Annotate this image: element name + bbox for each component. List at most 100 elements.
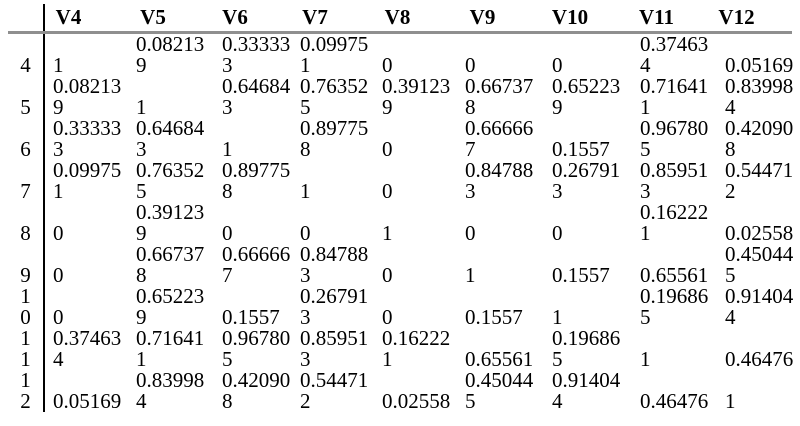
cell-line [136,76,214,97]
column-header-v6: V6 [214,4,292,34]
cell-line [552,34,632,55]
cell-line: 8 [222,178,233,203]
table-cell: 1 [292,160,374,202]
table-cell: 1 [717,370,792,412]
cell-line: 9 [53,94,64,119]
cell-line: 0.05169 [53,388,122,413]
cell-line [640,328,717,349]
cell-line: 6 [20,136,31,161]
cell-line: 0.1557 [552,262,610,287]
cell-line: 3 [465,178,476,203]
cell-line [382,34,457,55]
table-cell: 0.83998 4 [128,367,214,412]
cell-line [222,118,292,139]
table-cell: 0.33333 3 [43,115,128,160]
table-cell: 0.66666 7 [214,243,292,287]
table-cell: 0.64684 3 [128,115,214,160]
cell-line: 5 [465,388,476,413]
cell-line [552,202,632,223]
table-cell: 1 [128,76,214,118]
column-header-v10: V10 [544,4,632,34]
table-cell: 0.76352 5 [292,75,374,118]
cell-line [465,328,544,349]
cell-line [300,160,374,181]
cell-line [725,370,792,391]
cell-line: 1 [725,388,736,413]
table-cell: 0.39123 9 [374,73,457,118]
row-label: 5 [8,76,44,118]
cell-line: 1 [136,346,147,371]
table-cell: 0.54471 2 [292,367,374,412]
cell-line: 0 [552,52,563,77]
table-cell: 0.1557 [544,244,632,286]
table-cell: 0.89775 8 [292,115,374,160]
cell-line: 0.26791 [552,157,621,182]
cell-line: 0.33333 [222,31,291,56]
cell-line: 1 [552,304,563,329]
cell-line: 3 [300,262,311,287]
cell-line: 9 [20,262,31,287]
cell-line: 0.08213 [53,73,122,98]
cell-line: 0.16222 [640,199,709,224]
table-cell: 0.66737 8 [457,75,544,118]
cell-line: 3 [222,94,233,119]
table-row: 1 0 0 0.65223 9 0.1557 0.26791 3 0 0.1557 1 0.19686… [8,285,793,329]
table-row: 4 1 0.08213 9 0.33333 3 0.09975 1 0 0 0 0.37463 4 0.0… [8,31,793,77]
cell-line: 0.83998 [136,367,205,392]
cell-line: 1 [53,178,64,203]
cell-line: 1 [382,220,393,245]
table-cell: 0.64684 3 [214,75,292,119]
cell-line: 0.42090 [222,367,291,392]
cell-line: 7 [20,178,31,203]
cell-line: 0 [382,304,393,329]
cell-line: 0 [382,178,393,203]
table-cell: 0 [214,202,292,244]
cell-line: 0.39123 [382,73,451,98]
table-cell: 0.19686 5 [544,327,632,370]
cell-line: 0.45044 [725,241,794,266]
cell-line: 0.64684 [136,115,205,140]
cell-line: 4 [53,346,64,371]
cell-line: 0.89775 [300,115,369,140]
cell-line: 0 [382,262,393,287]
cell-line: 4 [725,304,736,329]
table-row: 9 0 0.66737 8 0.66666 7 0.84788 3 0 1 0.1557 0.6556… [8,241,794,287]
cell-line: 1 [20,367,31,392]
cell-line: 2 [725,178,736,203]
cell-line: 0.91404 [552,367,621,392]
table-row: 8 0 0.39123 9 0 0 1 0 0 0.16222 1 0.02558 [8,199,794,245]
cell-line [8,160,43,181]
cell-line: 0.1557 [465,304,523,329]
cell-line: 7 [222,262,233,287]
table-cell: 0.65561 [457,328,544,370]
cell-line: 0.09975 [53,157,122,182]
column-header-v9: V9 [457,4,544,34]
cell-line: 0.02558 [725,220,794,245]
table-row: 7 0.09975 1 0.76352 5 0.89775 8 1 0 0.84788 3 0.267… [8,157,793,203]
cell-line: 0.66737 [136,241,205,266]
column-header-v7: V7 [292,4,374,34]
cell-line: 0.54471 [300,367,369,392]
cell-line: 9 [136,220,147,245]
cell-line: 0.37463 [53,325,122,350]
cell-line: 0.33333 [53,115,122,140]
cell-line: 4 [640,52,651,77]
cell-line: 1 [20,346,31,371]
cell-line: 1 [300,178,311,203]
cell-line: 0.96780 [222,325,291,350]
table-cell: 0.1557 [214,286,292,328]
table-cell: 0.26791 3 [544,157,632,203]
table-cell: 0.85951 3 [292,327,374,370]
table-cell: 0 [457,202,544,244]
table-cell: 0.09975 1 [43,157,128,203]
cell-line: 0.66666 [465,115,534,140]
table-cell: 0.84788 3 [457,157,544,203]
cell-line: 3 [552,178,563,203]
table-cell: 0.91404 4 [717,285,793,329]
cell-line [465,34,544,55]
table-cell: 0.46476 [717,328,793,370]
cell-line: 0.84788 [465,157,534,182]
table-cell: 0.83998 4 [717,75,793,118]
cell-line: 0.85951 [640,157,709,182]
